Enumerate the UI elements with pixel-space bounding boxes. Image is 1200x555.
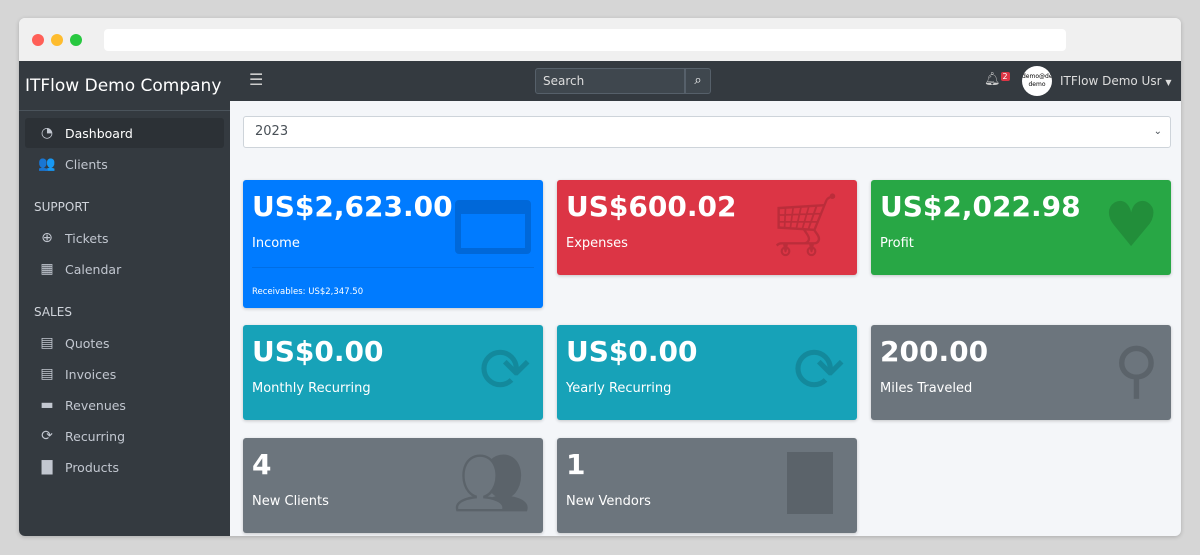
sidebar-item-label: Revenues (65, 397, 126, 413)
users-icon: 👥 (38, 156, 56, 172)
sidebar-item-quotes[interactable]: ▤ Quotes (25, 328, 224, 358)
card-value: 1 (566, 448, 586, 481)
support-header: SUPPORT (34, 200, 90, 214)
card-value: US$0.00 (566, 335, 698, 368)
sidebar-item-label: Quotes (65, 335, 110, 351)
shopping-cart-icon: 🛒︎ (766, 188, 845, 261)
divider (252, 267, 534, 268)
user-menu[interactable]: ITFlow Demo Usr ▼ (1060, 74, 1172, 88)
sidebar-item-label: Calendar (65, 261, 122, 277)
top-navbar: ☰ Search ⌕ 🔔︎2 demo@demo demo ITFlow Dem… (230, 61, 1181, 101)
card-label: Expenses (566, 236, 628, 251)
sidebar-item-label: Recurring (65, 428, 125, 444)
file-icon: ▤ (40, 335, 54, 351)
search-input[interactable]: Search (535, 68, 685, 94)
sync-icon: ⟳ (479, 333, 531, 406)
browser-window: ITFlow Demo Company ◔ Dashboard 👥 Clients … (19, 18, 1181, 536)
users-icon: 👥︎ (452, 446, 531, 519)
profit-card[interactable]: US$2,022.98 Profit ♥ (871, 180, 1171, 275)
yearly-recurring-card[interactable]: US$0.00 Yearly Recurring ⟳ (557, 325, 857, 420)
sidebar: ITFlow Demo Company ◔ Dashboard 👥 Clients … (19, 61, 230, 536)
sidebar-item-products[interactable]: ▇ Products (25, 452, 224, 482)
sidebar-item-recurring[interactable]: ⟳ Recurring (25, 421, 224, 451)
credit-card-icon (455, 200, 531, 254)
sidebar-item-label: Invoices (65, 366, 117, 382)
card-label: Miles Traveled (880, 381, 973, 396)
expenses-card[interactable]: US$600.02 Expenses 🛒︎ (557, 180, 857, 275)
sales-header: SALES (34, 305, 72, 319)
search-icon: ⌕ (694, 73, 702, 88)
notifications-button[interactable]: 🔔︎ 2 (984, 72, 1010, 87)
card-label: Monthly Recurring (252, 381, 371, 396)
new-vendors-card[interactable]: 1 New Vendors (557, 438, 857, 533)
receivables-text: Receivables: US$2,347.50 (252, 287, 364, 297)
caret-down-icon: ▼ (1165, 78, 1172, 87)
calendar-icon: ▦ (40, 261, 54, 277)
notification-badge: 2 (1000, 72, 1010, 81)
address-bar[interactable] (104, 29, 1066, 51)
sidebar-item-tickets[interactable]: ⊕ Tickets (25, 223, 224, 253)
card-label: New Vendors (566, 494, 651, 509)
menu-toggle-icon[interactable]: ☰ (249, 70, 264, 89)
sidebar-item-label: Dashboard (65, 125, 133, 141)
monthly-recurring-card[interactable]: US$0.00 Monthly Recurring ⟳ (243, 325, 543, 420)
year-select[interactable]: 2023 ⌄ (243, 116, 1171, 148)
chevron-down-icon: ⌄ (1153, 126, 1162, 137)
building-icon (787, 452, 845, 514)
sidebar-item-label: Clients (65, 156, 108, 172)
browser-titlebar (19, 18, 1181, 61)
card-value: US$2,623.00 (252, 190, 453, 223)
user-name: ITFlow Demo Usr (1060, 74, 1162, 88)
minimize-window-button[interactable] (51, 34, 63, 46)
card-label: Profit (880, 236, 914, 251)
close-window-button[interactable] (32, 34, 44, 46)
sync-icon: ⟳ (793, 333, 845, 406)
sidebar-item-clients[interactable]: 👥 Clients (25, 149, 224, 179)
card-label: New Clients (252, 494, 329, 509)
card-value: 4 (252, 448, 272, 481)
sidebar-item-invoices[interactable]: ▤ Invoices (25, 359, 224, 389)
card-label: Income (252, 236, 300, 251)
life-ring-icon: ⊕ (41, 230, 53, 246)
maximize-window-button[interactable] (70, 34, 82, 46)
income-card[interactable]: US$2,623.00 Income Receivables: US$2,347… (243, 180, 543, 308)
sidebar-item-label: Tickets (65, 230, 109, 246)
sync-icon: ⟳ (41, 428, 53, 444)
search-button[interactable]: ⌕ (685, 68, 711, 94)
miles-traveled-card[interactable]: 200.00 Miles Traveled ⚲ (871, 325, 1171, 420)
heart-icon: ♥ (1103, 188, 1159, 261)
invoice-icon: ▤ (40, 366, 54, 382)
sidebar-item-calendar[interactable]: ▦ Calendar (25, 254, 224, 284)
sidebar-item-revenues[interactable]: ▬ Revenues (25, 390, 224, 420)
box-icon: ▇ (41, 459, 53, 475)
card-label: Yearly Recurring (566, 381, 672, 396)
tachometer-icon: ◔ (40, 125, 54, 141)
card-value: 200.00 (880, 335, 989, 368)
card-value: US$2,022.98 (880, 190, 1081, 223)
sidebar-item-label: Products (65, 459, 119, 475)
year-value: 2023 (255, 124, 289, 139)
main-content: 2023 ⌄ US$2,623.00 Income Receivables: US… (230, 101, 1181, 536)
route-icon: ⚲ (1113, 333, 1159, 406)
new-clients-card[interactable]: 4 New Clients 👥︎ (243, 438, 543, 533)
card-value: US$0.00 (252, 335, 384, 368)
sidebar-item-dashboard[interactable]: ◔ Dashboard (25, 118, 224, 148)
avatar[interactable]: demo@demo demo (1022, 66, 1052, 96)
credit-card-icon: ▬ (40, 397, 54, 413)
brand-link[interactable]: ITFlow Demo Company (19, 61, 230, 111)
bell-icon: 🔔︎ (984, 72, 1001, 87)
card-value: US$600.02 (566, 190, 737, 223)
